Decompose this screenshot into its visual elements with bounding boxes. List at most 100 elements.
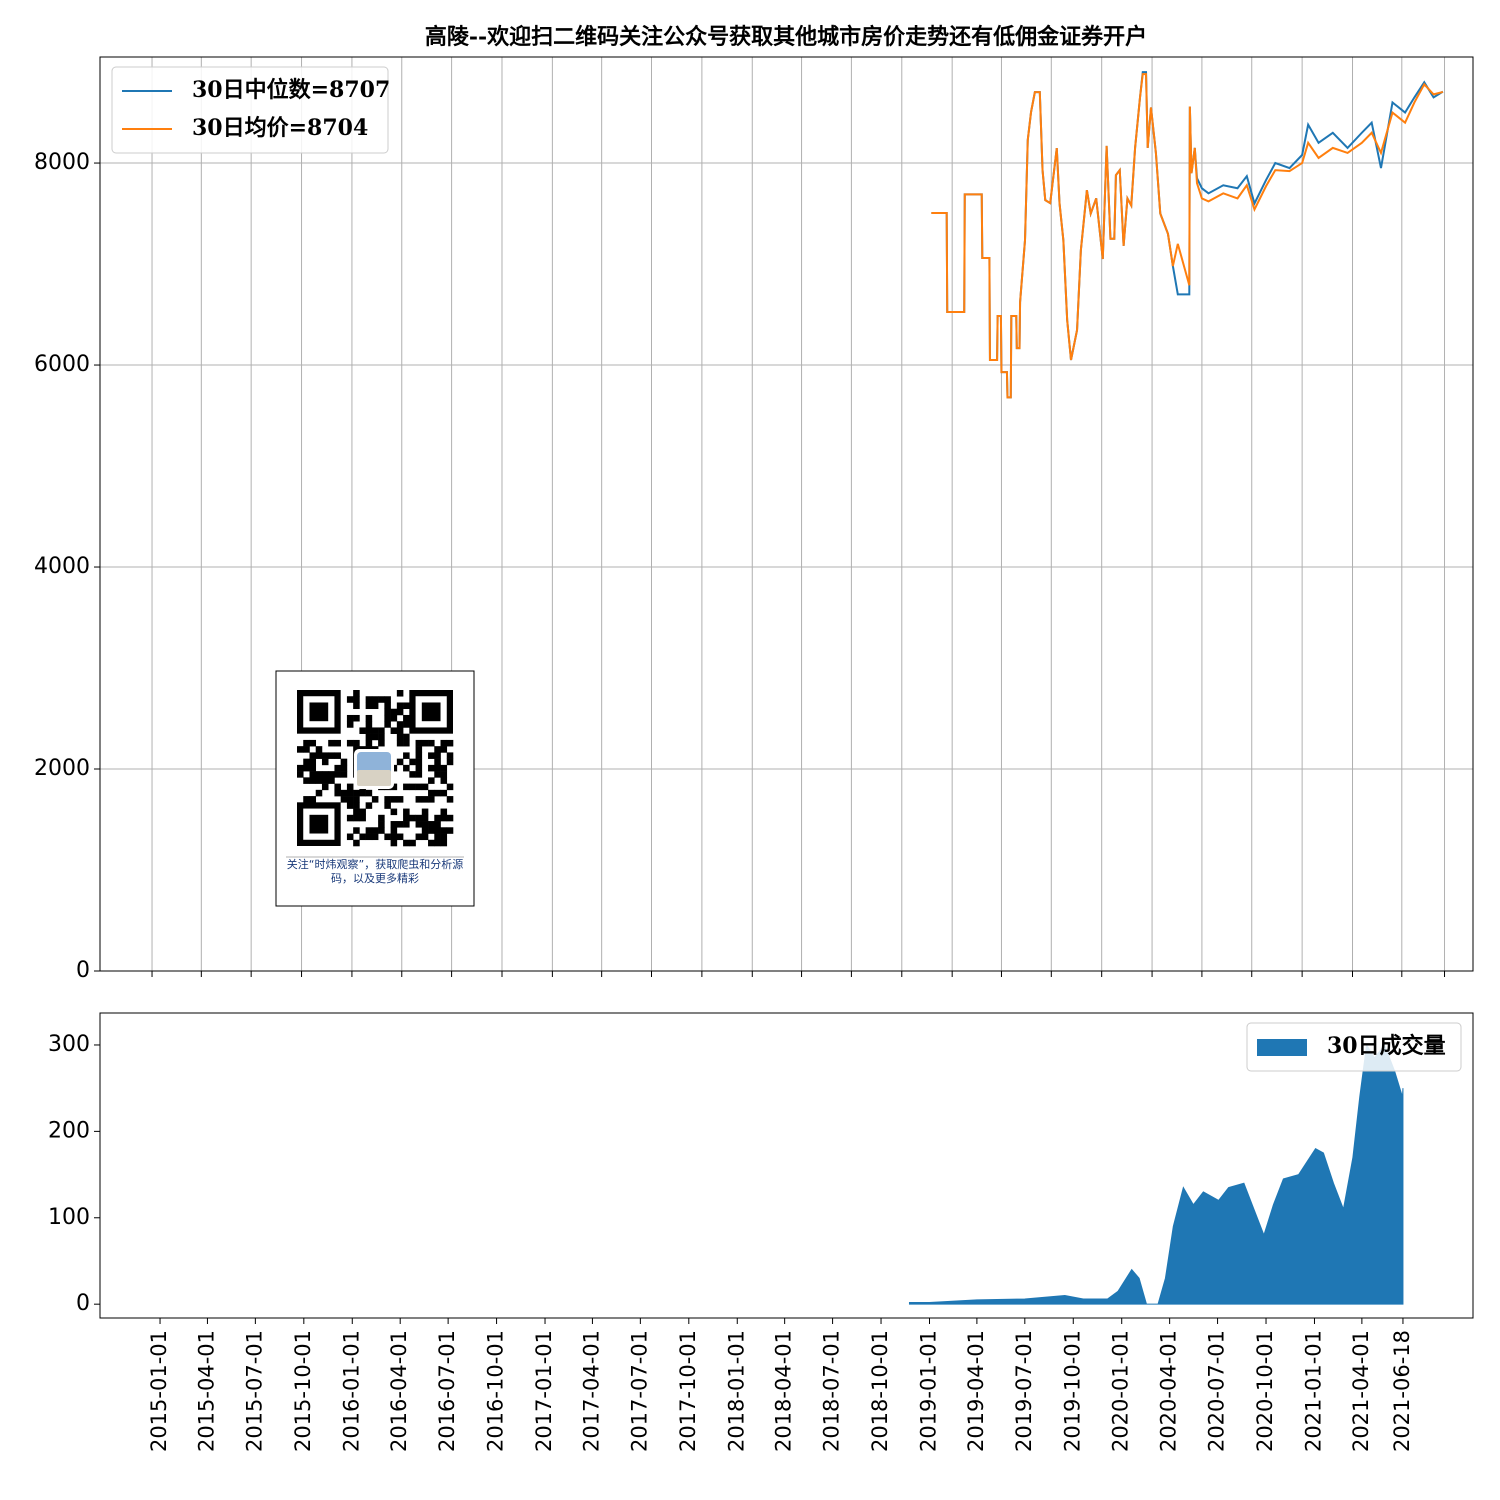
qr-module — [440, 833, 448, 841]
qr-module — [390, 827, 398, 834]
qr-module — [396, 758, 404, 766]
legend-label: 30日中位数=8707 — [192, 77, 390, 103]
series-line — [931, 73, 1444, 399]
qr-module — [321, 752, 329, 759]
qr-logo-image — [357, 770, 391, 786]
qr-module — [378, 727, 385, 734]
qr-module — [346, 721, 354, 728]
y-tick-label: 0 — [76, 958, 90, 983]
qr-module — [365, 789, 373, 797]
qr-module — [340, 796, 348, 803]
qr-module — [309, 758, 317, 766]
qr-module — [409, 783, 416, 791]
qr-module — [359, 833, 366, 841]
x-tick-label: 2019-07-01 — [1012, 1330, 1036, 1452]
qr-code: 关注“时炜观察”，获取爬虫和分析源码，以及更多精彩 — [275, 670, 475, 907]
qr-module — [446, 783, 454, 791]
qr-module — [446, 758, 454, 766]
qr-module — [403, 821, 410, 828]
qr-module — [415, 764, 423, 772]
qr-module — [390, 833, 398, 841]
qr-module — [403, 752, 410, 759]
x-tick-label: 2017-04-01 — [579, 1330, 603, 1452]
qr-module — [378, 827, 385, 834]
qr-caption: 关注“时炜观察”，获取爬虫和分析源码，以及更多精彩 — [286, 858, 464, 885]
qr-module — [403, 783, 410, 791]
x-tick-label: 2015-04-01 — [194, 1330, 218, 1452]
qr-module — [353, 808, 360, 816]
qr-module — [390, 796, 398, 803]
qr-module — [334, 771, 341, 778]
qr-module — [434, 764, 441, 772]
qr-module — [415, 739, 423, 747]
qr-module — [396, 702, 404, 710]
qr-module — [353, 789, 360, 797]
qr-module — [396, 833, 404, 841]
qr-module — [409, 814, 416, 822]
qr-module — [415, 752, 423, 759]
qr-module — [315, 771, 323, 778]
qr-module — [396, 727, 404, 734]
qr-module — [297, 746, 304, 753]
qr-module — [334, 752, 341, 759]
qr-module — [396, 821, 404, 828]
qr-module — [353, 796, 360, 803]
x-tick-label: 2018-07-01 — [820, 1330, 844, 1452]
x-tick-label: 2016-10-01 — [484, 1330, 508, 1452]
qr-module — [309, 764, 317, 772]
qr-module — [353, 827, 360, 834]
qr-module — [303, 739, 310, 747]
axes: 0 2000 4000 6000 8000 30日中位数=8707 30日均价=8704 — [34, 56, 1474, 983]
qr-module — [403, 714, 410, 722]
y-tick-label: 0 — [76, 1291, 90, 1316]
y-tick-label: 8000 — [34, 150, 90, 175]
qr-module — [396, 708, 404, 716]
x-tick-label: 2019-10-01 — [1060, 1330, 1084, 1452]
y-tick-label: 2000 — [34, 756, 90, 781]
qr-module — [434, 752, 441, 759]
x-tick-label: 2021-06-18 — [1390, 1330, 1414, 1452]
qr-module — [359, 808, 366, 816]
qr-module — [421, 808, 429, 816]
qr-module — [434, 758, 441, 766]
qr-module — [353, 690, 360, 697]
qr-module — [365, 739, 373, 747]
qr-module — [415, 821, 423, 828]
qr-module — [428, 821, 435, 828]
qr-module — [403, 702, 410, 710]
qr-module — [353, 702, 360, 710]
qr-module — [365, 827, 373, 834]
qr-module — [434, 746, 441, 753]
qr-module — [346, 783, 354, 791]
qr-module — [415, 758, 423, 766]
qr-module — [334, 764, 341, 772]
qr-module — [421, 827, 429, 834]
qr-module — [434, 839, 441, 847]
qr-module — [303, 796, 310, 803]
x-tick-label: 2021-01-01 — [1301, 1330, 1325, 1452]
qr-module — [309, 796, 317, 803]
qr-module — [428, 827, 435, 834]
qr-module — [415, 796, 423, 803]
qr-module — [421, 783, 429, 791]
x-tick-label: 2020-01-01 — [1109, 1330, 1133, 1452]
x-tick-label: 2015-10-01 — [291, 1330, 315, 1452]
qr-module — [421, 739, 429, 747]
qr-module — [409, 758, 416, 766]
qr-module — [303, 758, 310, 766]
qr-module — [421, 833, 429, 841]
qr-module — [365, 696, 373, 703]
qr-module — [440, 771, 448, 778]
qr-finder — [421, 702, 441, 722]
qr-module — [309, 739, 317, 747]
x-tick-label: 2018-04-01 — [772, 1330, 796, 1452]
y-tick-label: 200 — [48, 1118, 90, 1143]
qr-module — [365, 733, 373, 741]
x-tick-label: 2016-04-01 — [387, 1330, 411, 1452]
caption-box: 关注“时炜观察”，获取爬虫和分析源码，以及更多精彩 — [286, 858, 464, 885]
qr-module — [378, 814, 385, 822]
legend-box — [1246, 1022, 1462, 1072]
qr-module — [297, 764, 304, 772]
qr-module — [371, 796, 379, 803]
qr-module — [334, 783, 341, 791]
